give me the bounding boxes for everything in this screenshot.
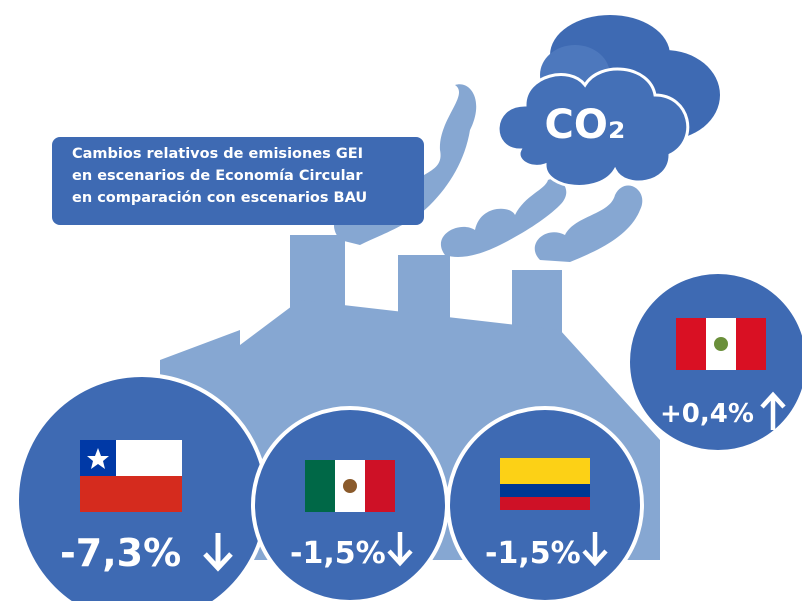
- value-label: -1,5%: [290, 536, 386, 571]
- flag-mexico: [305, 460, 395, 512]
- flag-chile: [80, 440, 182, 512]
- infographic: CO₂ Cambios relativos de emisiones GEI e…: [0, 0, 802, 601]
- value-label: -1,5%: [485, 536, 581, 571]
- flag-colombia: [500, 458, 590, 510]
- title-line: en comparación con escenarios BAU: [72, 190, 367, 206]
- flag-peru: [676, 318, 766, 370]
- title-line: en escenarios de Economía Circular: [72, 168, 363, 184]
- value-label: -7,3%: [60, 531, 181, 575]
- title-line: Cambios relativos de emisiones GEI: [72, 146, 363, 162]
- co2-label: CO₂: [545, 102, 626, 148]
- value-label: +0,4%: [660, 399, 754, 429]
